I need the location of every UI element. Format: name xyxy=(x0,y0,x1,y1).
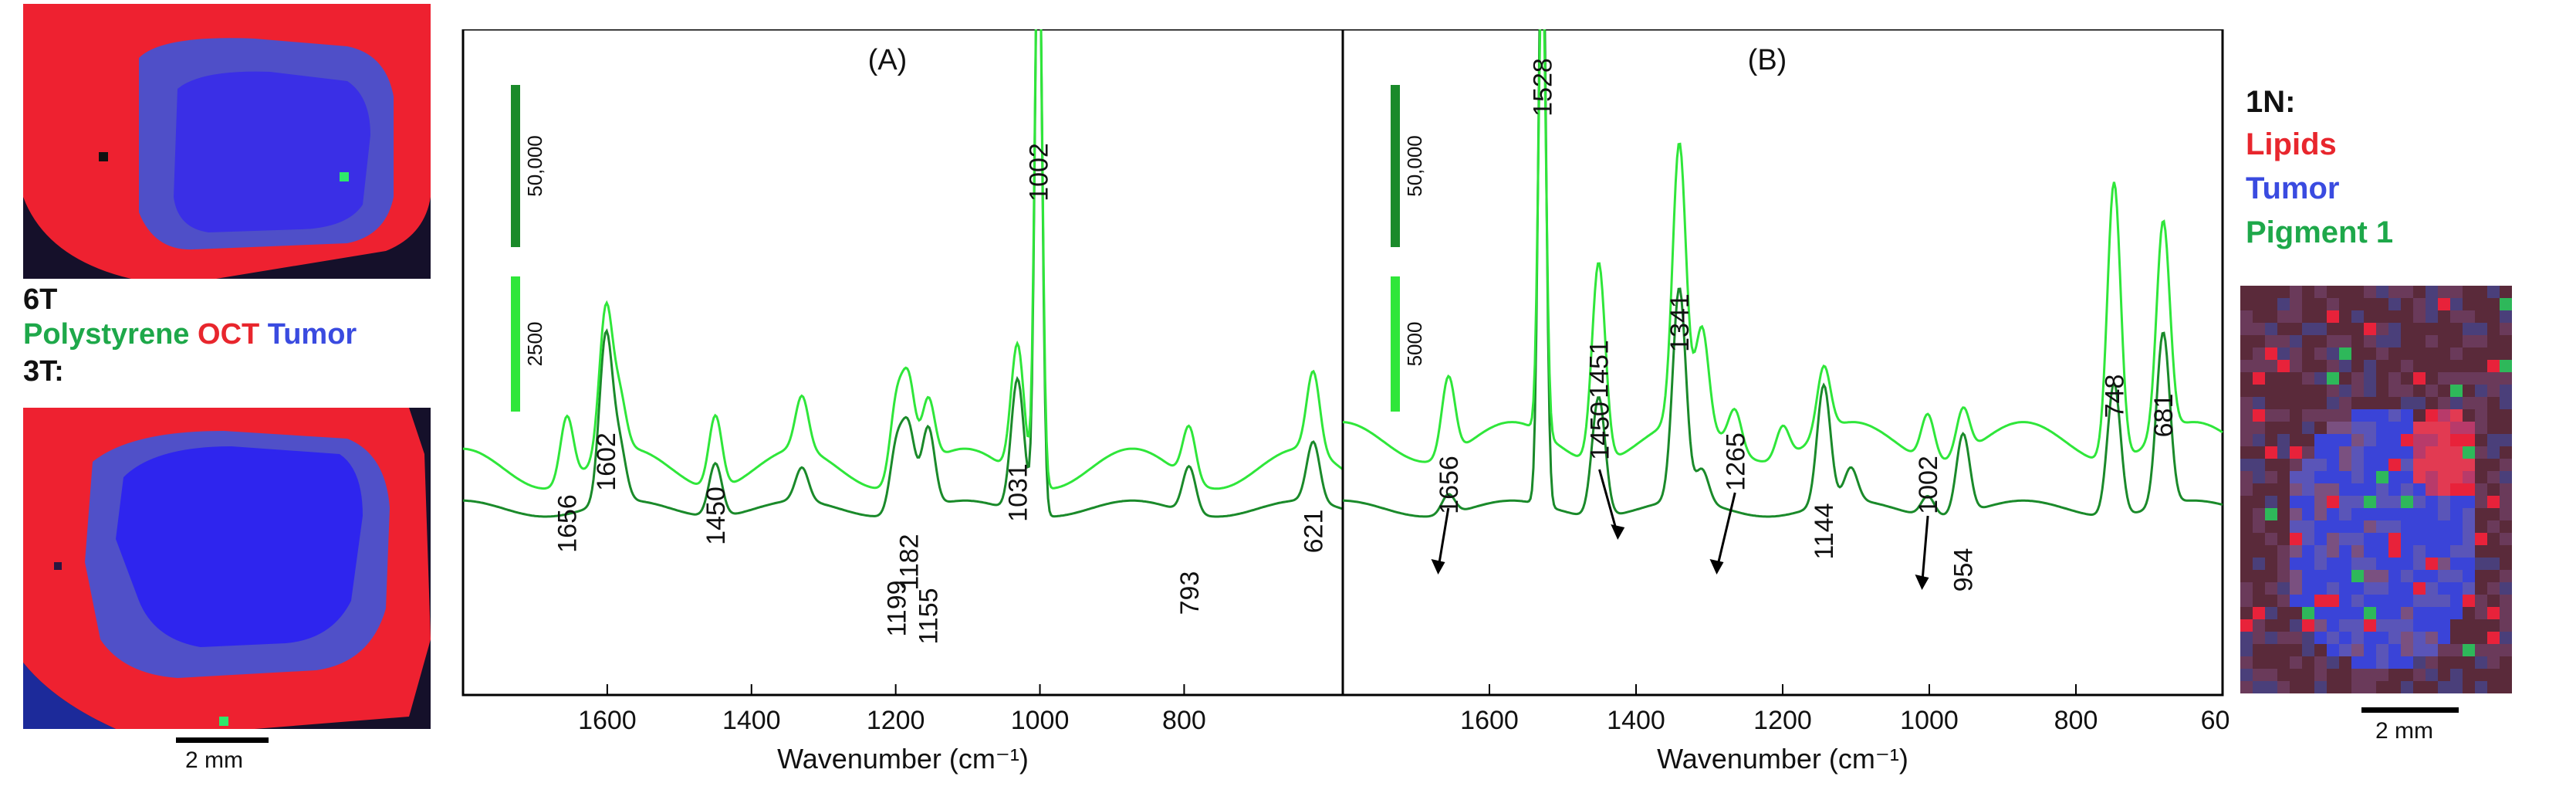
peak-label: 1182 xyxy=(894,534,924,590)
peak-arrowhead xyxy=(1431,559,1445,575)
peak-label: 954 xyxy=(1949,548,1979,592)
x-tick-label: 1600 xyxy=(1460,706,1519,735)
left-legend: Polystyrene OCT Tumor xyxy=(23,318,357,351)
panel-label-0: (A) xyxy=(868,44,908,76)
peak-arrow xyxy=(1921,515,1929,586)
peak-arrowhead xyxy=(1709,559,1724,575)
x-tick-label: 1200 xyxy=(867,706,925,735)
peak-arrowhead xyxy=(1611,524,1625,540)
peak-arrow xyxy=(1598,469,1619,536)
series-line-dark xyxy=(463,29,1344,518)
x-tick-label: 1400 xyxy=(722,706,781,735)
peak-arrow xyxy=(1716,492,1736,571)
peak-label: 1199 xyxy=(883,580,912,636)
peak-label: 1155 xyxy=(914,588,944,644)
panel-label-1: (B) xyxy=(1748,44,1787,76)
right-scale-label: 2 mm xyxy=(2375,718,2433,744)
scale-bar-label: 50,000 xyxy=(1403,135,1426,197)
legend-polystyrene: Polystyrene xyxy=(23,318,190,351)
peak-label: 681 xyxy=(2149,394,2179,438)
peak-label: 748 xyxy=(2100,375,2129,419)
left-scale-label: 2 mm xyxy=(185,747,243,773)
right-scale-bar xyxy=(2361,707,2459,713)
x-tick-label: 1600 xyxy=(578,706,637,735)
legend-tumor-right: Tumor xyxy=(2246,171,2340,205)
map-6t-image xyxy=(23,4,431,279)
peak-label: 1144 xyxy=(1810,503,1839,559)
scale-bar-label: 50,000 xyxy=(523,135,546,197)
x-axis-label: Wavenumber (cm⁻¹) xyxy=(1657,743,1908,775)
peak-label: 1451 xyxy=(1585,340,1614,398)
peak-arrow xyxy=(1437,507,1450,571)
series-line-light xyxy=(462,29,1344,490)
x-tick-label: 1200 xyxy=(1753,706,1812,735)
peak-label: 1602 xyxy=(592,432,621,491)
x-tick-label: 600 xyxy=(2201,706,2229,735)
peak-label: 1031 xyxy=(1004,463,1033,522)
series-line-light xyxy=(1342,29,2223,463)
map-3t-image xyxy=(23,408,431,729)
peak-label: 793 xyxy=(1175,571,1205,615)
legend-oct: OCT xyxy=(198,318,260,351)
x-tick-label: 800 xyxy=(2054,706,2098,735)
legend-tumor: Tumor xyxy=(267,318,357,351)
map-6t-label: 6T xyxy=(23,283,58,316)
left-scale-bar xyxy=(176,737,269,743)
peak-label: 1450 xyxy=(701,486,731,545)
peak-label: 1656 xyxy=(1435,456,1464,514)
panel-frame-1 xyxy=(1341,29,2224,697)
series-line-dark xyxy=(1343,29,2223,518)
peak-label: 1265 xyxy=(1721,432,1750,491)
peak-label: 1528 xyxy=(1528,58,1557,117)
scale-bar-label: 2500 xyxy=(523,322,546,367)
x-tick-label: 1400 xyxy=(1607,706,1665,735)
scale-bar-label: 5000 xyxy=(1403,322,1426,367)
x-axis-label: Wavenumber (cm⁻¹) xyxy=(777,743,1029,775)
peak-label: 1341 xyxy=(1665,293,1695,352)
x-tick-label: 800 xyxy=(1162,706,1206,735)
peak-arrowhead xyxy=(1915,575,1929,590)
x-tick-label: 1000 xyxy=(1011,706,1070,735)
right-title: 1N: xyxy=(2246,85,2296,119)
peak-label: 1002 xyxy=(1025,143,1054,202)
x-tick-label: 1000 xyxy=(1900,706,1959,735)
peak-label: 621 xyxy=(1300,510,1329,554)
legend-lipids: Lipids xyxy=(2246,127,2337,161)
raman-spectra-chart: (A) 1600 1400 1200 1000 800 Wavenumber (cm⁻¹) 5… xyxy=(461,29,2229,775)
peak-label: 1450 xyxy=(1586,402,1615,460)
peak-label: 1656 xyxy=(553,494,583,553)
map-1n-image xyxy=(2240,286,2512,693)
map-3t-label: 3T: xyxy=(23,355,64,388)
legend-pigment: Pigment 1 xyxy=(2246,215,2394,249)
peak-label: 1002 xyxy=(1914,456,1943,514)
